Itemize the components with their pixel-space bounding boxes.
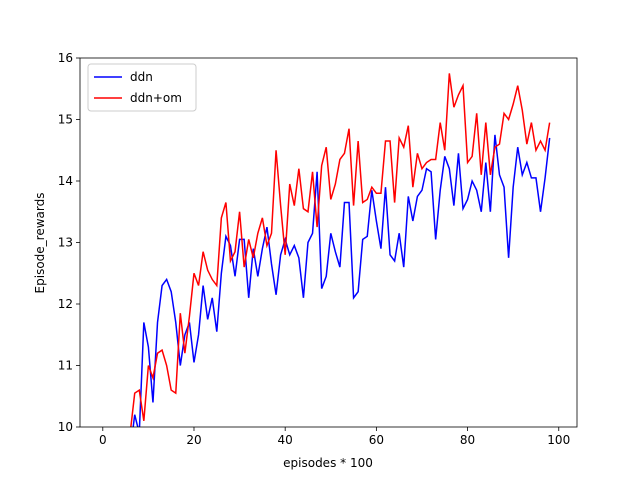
y-tick-label: 16 [58,51,73,65]
x-tick-label: 20 [186,433,201,447]
axes-frame [79,57,578,428]
y-tick-label: 12 [58,297,73,311]
x-tick-label: 40 [278,433,293,447]
y-tick-label: 14 [58,174,73,188]
line-series [132,134,551,427]
y-tick-label: 13 [58,236,73,250]
x-tick-label: 100 [547,433,570,447]
legend-label: ddn+om [130,91,182,105]
y-tick-label: 10 [58,420,73,434]
x-tick-label: 60 [369,433,384,447]
x-axis-label: episodes * 100 [283,456,373,470]
plot-area [130,73,551,427]
legend-box [87,63,197,112]
y-axis-label: Episode_rewards [33,193,47,294]
line-series [130,73,551,427]
y-tick-label: 15 [58,113,73,127]
x-tick-label: 0 [99,433,107,447]
legend-label: ddn [130,70,153,84]
y-tick-label: 11 [58,359,73,373]
x-tick-label: 80 [460,433,475,447]
